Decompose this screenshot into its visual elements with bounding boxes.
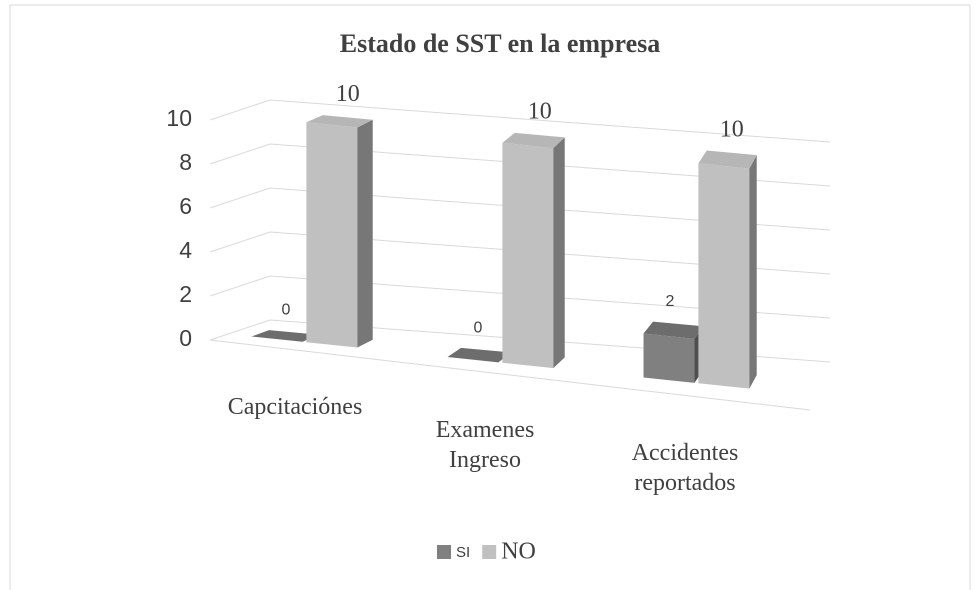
- legend-label: SI: [456, 544, 470, 561]
- bar-top: [447, 347, 511, 363]
- bar-top: [698, 150, 757, 169]
- bar-side: [749, 155, 757, 389]
- grid-line: [209, 231, 831, 275]
- grid-line: [209, 319, 831, 363]
- bar-front: [306, 122, 358, 348]
- bar-side: [357, 119, 373, 348]
- data-label: 0: [282, 302, 291, 319]
- x-tick-label: Accidentes reportados: [631, 440, 739, 497]
- legend-swatch: [437, 545, 451, 559]
- grid-line: [209, 143, 831, 187]
- bar-top: [643, 321, 703, 339]
- floor-edge: [209, 339, 811, 411]
- bar-top: [306, 115, 373, 128]
- legend-label: NO: [501, 539, 536, 565]
- x-tick-label: Examenes Ingreso: [435, 417, 535, 473]
- chart-title: Estado de SST en la empresa: [340, 29, 660, 58]
- bar-top: [251, 330, 319, 342]
- y-tick-label: 0: [179, 325, 192, 351]
- data-label: 10: [720, 116, 744, 142]
- chart-border: [9, 4, 971, 590]
- bar-front: [502, 142, 554, 369]
- y-tick-label: 8: [179, 149, 192, 175]
- y-tick-label: 10: [166, 105, 192, 131]
- bar-side: [553, 137, 565, 369]
- data-label: 10: [336, 81, 360, 107]
- y-tick-label: 6: [179, 193, 192, 219]
- bar-top: [502, 132, 565, 149]
- data-label: 0: [474, 319, 483, 336]
- grid-line: [209, 99, 831, 143]
- grid-line: [209, 275, 831, 319]
- x-tick-label: Capcitaciónes: [227, 393, 363, 420]
- y-tick-label: 4: [179, 237, 192, 263]
- grid-line: [209, 187, 831, 231]
- data-label: 2: [666, 293, 675, 310]
- bar-front: [643, 333, 695, 383]
- data-label: 10: [528, 99, 552, 125]
- y-tick-label: 2: [179, 281, 192, 307]
- bar-front: [698, 163, 750, 389]
- legend-swatch: [482, 545, 497, 559]
